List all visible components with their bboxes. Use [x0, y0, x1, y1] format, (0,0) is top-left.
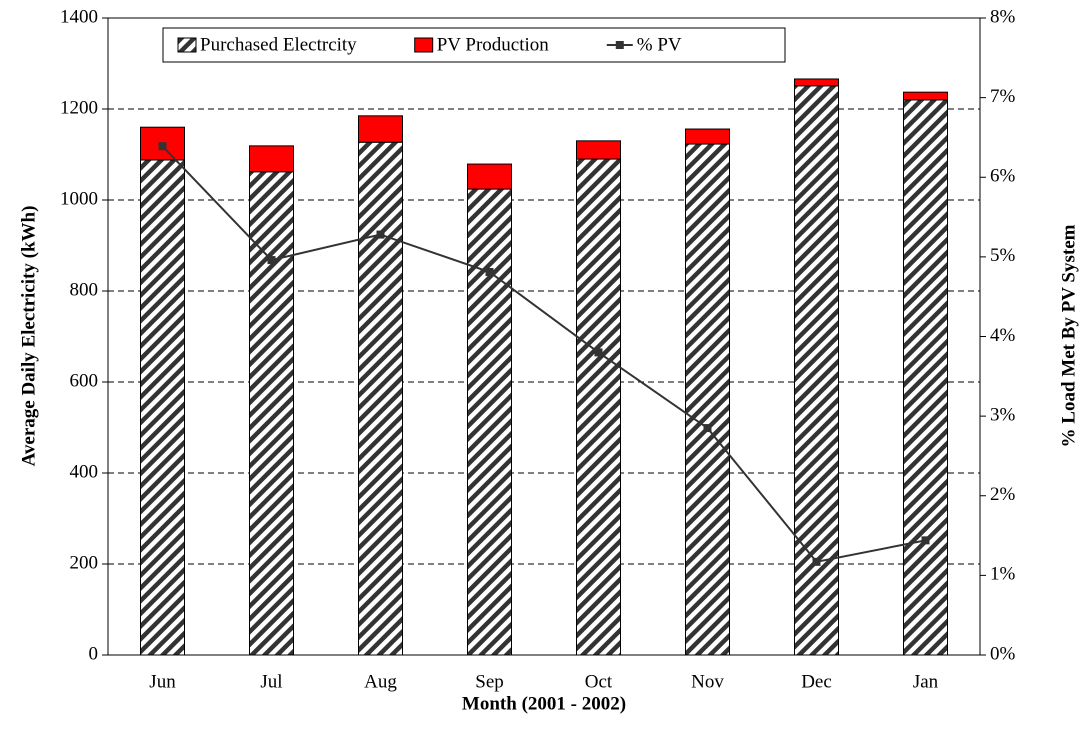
- x-tick-label: Jun: [149, 671, 176, 692]
- line-marker: [703, 424, 712, 433]
- x-tick-label: Nov: [691, 671, 724, 692]
- legend-swatch: [177, 37, 197, 53]
- bar-segment: [794, 78, 839, 87]
- y2-tick-label: 0%: [990, 643, 1016, 664]
- bar-segment: [903, 99, 948, 656]
- line-marker: [485, 268, 494, 277]
- bar-segment: [249, 145, 294, 173]
- line-marker: [921, 536, 930, 545]
- y-tick-label: 1000: [60, 188, 98, 209]
- y-tick-label: 800: [70, 279, 99, 300]
- y-tick-label: 1200: [60, 97, 98, 118]
- y2-tick-label: 8%: [990, 6, 1016, 27]
- line-marker: [594, 348, 603, 357]
- bar-segment: [140, 126, 185, 161]
- y2-tick-label: 7%: [990, 86, 1016, 107]
- bar-segment: [794, 85, 839, 656]
- x-tick-label: Dec: [801, 671, 832, 692]
- bar-segment: [358, 141, 403, 656]
- x-tick-label: Oct: [585, 671, 613, 692]
- y-tick-label: 400: [70, 461, 99, 482]
- y-axis-title: Average Daily Electricity (kWh): [18, 206, 39, 467]
- y2-tick-label: 1%: [990, 564, 1016, 585]
- y2-axis-title: % Load Met By PV System: [1058, 224, 1079, 447]
- x-tick-label: Jan: [913, 671, 939, 692]
- y2-tick-label: 6%: [990, 166, 1016, 187]
- plot-frame: [107, 17, 981, 656]
- y2-tick-label: 4%: [990, 325, 1016, 346]
- legend-label: PV Production: [437, 34, 550, 55]
- bar-segment: [685, 143, 730, 656]
- bar-segment: [576, 140, 621, 160]
- x-tick-label: Sep: [475, 671, 504, 692]
- line-marker: [812, 557, 821, 566]
- y-tick-label: 0: [89, 643, 99, 664]
- line-series: [161, 145, 926, 563]
- line-marker: [376, 230, 385, 239]
- bar-segment: [467, 163, 512, 190]
- bar-segment: [685, 128, 730, 145]
- y2-tick-label: 2%: [990, 484, 1016, 505]
- y2-tick-label: 5%: [990, 245, 1016, 266]
- bar-segment: [467, 188, 512, 656]
- bar-segment: [140, 159, 185, 656]
- bar-segment: [576, 158, 621, 656]
- bar-segment: [358, 115, 403, 143]
- legend-swatch: [615, 41, 624, 49]
- x-tick-label: Aug: [364, 671, 397, 692]
- line-marker: [158, 142, 167, 151]
- bar-segment: [249, 171, 294, 656]
- x-tick-label: Jul: [260, 671, 282, 692]
- bar-segment: [903, 91, 948, 101]
- y-tick-label: 1400: [60, 6, 98, 27]
- y-tick-label: 600: [70, 370, 99, 391]
- legend-box: [162, 27, 786, 63]
- line-marker: [267, 256, 276, 265]
- legend-label: Purchased Electrcity: [200, 34, 357, 55]
- y-tick-label: 200: [70, 552, 99, 573]
- x-axis-title: Month (2001 - 2002): [462, 693, 626, 714]
- y2-tick-label: 3%: [990, 404, 1016, 425]
- legend-swatch: [414, 37, 434, 53]
- legend-label: % PV: [637, 34, 682, 55]
